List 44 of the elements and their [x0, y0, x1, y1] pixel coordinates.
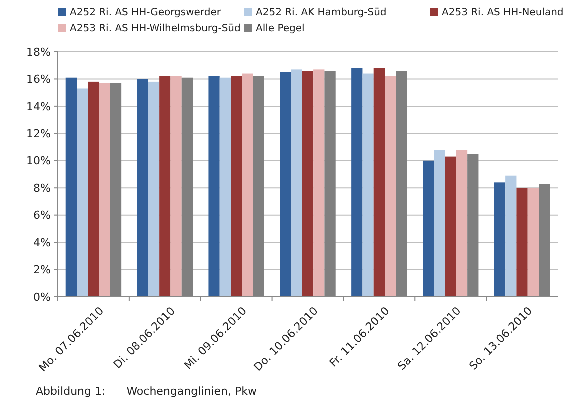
bar: [352, 68, 363, 297]
bar: [160, 76, 171, 297]
bar: [242, 74, 254, 297]
text: Abbildung 1: Wochenganglinien, Pkw: [36, 385, 257, 398]
bar: [506, 176, 517, 297]
legend-label: A253 Ri. AS HH-Neuland: [442, 8, 564, 18]
bar: [314, 70, 325, 297]
bar: [434, 150, 446, 297]
bar: [445, 156, 456, 297]
bar: [137, 79, 148, 297]
y-tick-label: 0%: [34, 290, 51, 304]
bar: [208, 76, 220, 297]
y-tick-label: 4%: [34, 236, 51, 250]
bar: [516, 188, 528, 297]
bar: [99, 83, 110, 297]
y-tick-label: 10%: [26, 154, 51, 168]
y-tick-label: 12%: [26, 128, 51, 141]
bar: [362, 74, 374, 297]
bar: [88, 82, 100, 297]
bar: [456, 150, 468, 297]
y-tick-label: 6%: [34, 209, 51, 222]
bar: [302, 71, 314, 297]
bar: [374, 68, 385, 297]
y-tick-label: 16%: [26, 73, 51, 86]
y-tick-label: 14%: [26, 100, 51, 114]
legend-label: A252 Ri. AS HH-Georgswerder: [70, 8, 222, 18]
bar: [494, 182, 506, 297]
bar: [66, 78, 77, 297]
bar: [385, 76, 396, 297]
legend-label: Alle Pegel: [256, 24, 305, 34]
bar: [77, 88, 88, 297]
bar: [231, 76, 242, 297]
bar: [170, 76, 182, 297]
bar: [280, 72, 292, 297]
bar: [528, 188, 539, 297]
bar: [291, 70, 302, 297]
bar: [148, 82, 160, 297]
y-tick-label: 8%: [34, 182, 51, 195]
bar: [423, 160, 434, 297]
y-tick-label: 2%: [34, 264, 51, 277]
y-tick-label: 18%: [26, 46, 51, 59]
legend-label: A253 Ri. AS HH-Wilhelmsburg-Süd: [70, 24, 241, 34]
legend-label: A252 Ri. AK Hamburg-Süd: [256, 8, 387, 18]
bar: [220, 78, 231, 297]
